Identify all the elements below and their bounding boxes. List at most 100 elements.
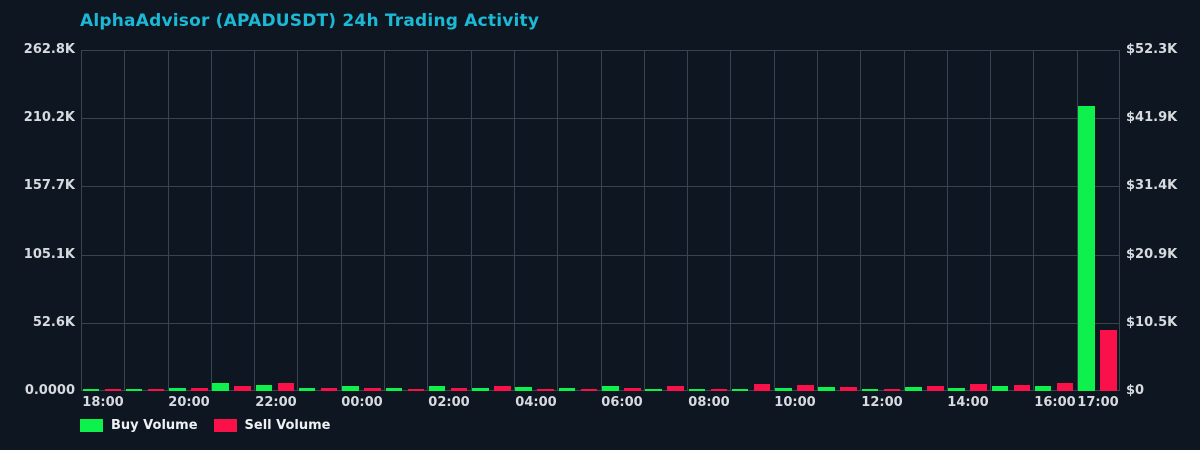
sell-volume-bar [883,389,901,391]
buy-volume-bar [385,388,403,391]
v-gridline [730,50,731,391]
buy-volume-bar [688,389,706,391]
chart-title: AlphaAdvisor (APADUSDT) 24h Trading Acti… [80,11,540,31]
v-gridline [427,50,428,391]
legend-item-sell: Sell Volume [213,418,331,433]
sell-volume-bar [580,389,598,391]
buy-volume-bar [1078,106,1095,391]
v-gridline [904,50,905,391]
left-axis-tick-label: 262.8K [23,42,75,57]
sell-volume-bar [191,388,208,391]
sell-volume-bar [364,388,381,391]
sell-volume-bar [1013,385,1031,391]
sell-volume-bar [667,386,684,391]
v-gridline [687,50,688,391]
v-gridline [774,50,775,391]
sell-volume-bar [494,386,511,391]
v-gridline [514,50,515,391]
buy-volume-bar [861,389,879,391]
x-axis-tick-label: 16:00 [1034,395,1076,410]
sell-volume-bar [624,388,641,391]
buy-volume-bar [905,387,922,391]
v-gridline [384,50,385,391]
buy-volume-bar [342,386,359,391]
x-axis-tick-label: 10:00 [774,395,816,410]
v-gridline [297,50,298,391]
buy-volume-bar [818,387,835,391]
v-gridline [254,50,255,391]
h-gridline [81,255,1120,256]
x-axis-tick-label: 00:00 [341,395,383,410]
plot-area [81,50,1120,391]
buy-volume-bar [82,389,99,391]
sell-volume-bar [147,389,165,391]
h-gridline [81,118,1120,119]
sell-volume-bar [927,386,944,391]
sell-volume-bar [1100,330,1117,391]
x-axis-tick-label: 08:00 [688,395,730,410]
buy-volume-bar [991,386,1009,391]
buy-volume-bar [125,389,143,391]
v-gridline [1119,50,1120,391]
buy-volume-bar [255,385,273,391]
buy-volume-bar [298,388,316,391]
buy-volume-swatch [80,419,103,432]
legend-label-sell: Sell Volume [244,418,331,433]
buy-volume-bar [731,389,749,391]
sell-volume-bar [537,389,554,391]
left-axis-tick-label: 0.0000 [24,383,75,398]
x-axis-tick-label: 18:00 [82,395,124,410]
left-axis-tick-label: 52.6K [32,315,75,330]
left-axis-tick-label: 105.1K [23,247,75,262]
v-gridline [211,50,212,391]
buy-volume-bar [602,386,619,391]
sell-volume-bar [104,389,121,391]
right-axis-tick-label: $52.3K [1126,42,1178,57]
v-gridline [341,50,342,391]
buy-volume-bar [428,386,446,391]
sell-volume-bar [407,389,425,391]
v-gridline [860,50,861,391]
right-axis-tick-label: $0 [1126,383,1145,398]
buy-volume-bar [169,388,186,391]
sell-volume-bar [710,389,728,391]
x-axis-tick-label: 06:00 [601,395,643,410]
x-axis-tick-label: 02:00 [428,395,470,410]
right-axis-tick-label: $10.5K [1126,315,1178,330]
legend-label-buy: Buy Volume [111,418,198,433]
buy-volume-bar [775,388,792,391]
sell-volume-bar [797,385,814,391]
v-gridline [1077,50,1078,391]
v-gridline [471,50,472,391]
h-gridline [81,186,1120,187]
v-gridline [81,50,82,391]
buy-volume-bar [948,388,965,391]
x-axis-tick-label: 04:00 [515,395,557,410]
legend: Buy Volume Sell Volume [80,418,331,433]
sell-volume-swatch [213,419,237,432]
legend-item-buy: Buy Volume [80,418,198,433]
right-axis-tick-label: $31.4K [1126,178,1178,193]
buy-volume-bar [212,383,229,391]
h-gridline [81,50,1120,51]
left-axis-tick-label: 157.7K [23,178,75,193]
buy-volume-bar [515,387,532,391]
sell-volume-bar [234,386,251,391]
v-gridline [817,50,818,391]
x-axis-tick-label: 12:00 [861,395,903,410]
sell-volume-bar [320,388,338,391]
v-gridline [1033,50,1034,391]
x-axis-tick-label: 22:00 [255,395,297,410]
v-gridline [168,50,169,391]
h-gridline [81,390,1120,391]
buy-volume-bar [645,389,662,391]
sell-volume-bar [450,388,468,391]
v-gridline [124,50,125,391]
sell-volume-bar [1056,383,1074,391]
x-axis-tick-label: 17:00 [1077,395,1119,410]
left-axis-tick-label: 210.2K [23,110,75,125]
right-axis-tick-label: $41.9K [1126,110,1178,125]
buy-volume-bar [1034,386,1052,391]
x-axis-tick-label: 20:00 [168,395,210,410]
